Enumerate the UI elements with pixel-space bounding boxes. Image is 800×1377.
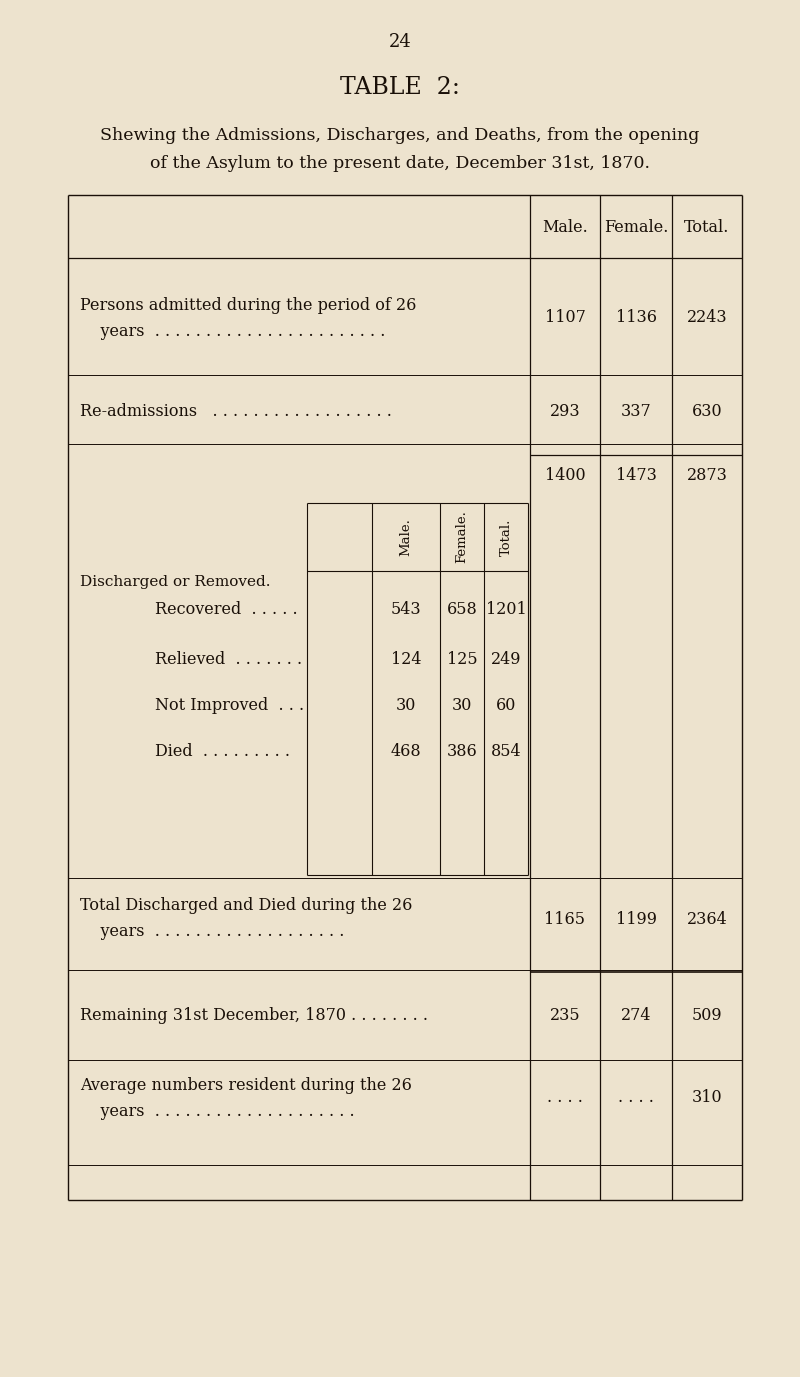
Text: Relieved  . . . . . . .: Relieved . . . . . . .: [155, 650, 302, 668]
Text: Total Discharged and Died during the 26: Total Discharged and Died during the 26: [80, 898, 412, 914]
Text: 2873: 2873: [686, 468, 727, 485]
Text: 60: 60: [496, 697, 516, 713]
Text: 249: 249: [490, 650, 522, 668]
Text: Female.: Female.: [455, 511, 469, 563]
Text: Remaining 31st December, 1870 . . . . . . . .: Remaining 31st December, 1870 . . . . . …: [80, 1008, 428, 1024]
Text: 1136: 1136: [615, 310, 657, 326]
Text: . . . .: . . . .: [547, 1089, 583, 1107]
Text: 658: 658: [446, 602, 478, 618]
Text: Persons admitted during the period of 26: Persons admitted during the period of 26: [80, 296, 416, 314]
Text: Discharged or Removed.: Discharged or Removed.: [80, 576, 270, 589]
Text: Shewing the Admissions, Discharges, and Deaths, from the opening: Shewing the Admissions, Discharges, and …: [100, 127, 700, 143]
Text: 509: 509: [692, 1008, 722, 1024]
Text: 543: 543: [390, 602, 422, 618]
Text: 630: 630: [692, 403, 722, 420]
Text: 1107: 1107: [545, 310, 586, 326]
Text: Total.: Total.: [499, 518, 513, 556]
Text: Average numbers resident during the 26: Average numbers resident during the 26: [80, 1077, 412, 1093]
Text: Male.: Male.: [542, 219, 588, 237]
Text: Not Improved  . . .: Not Improved . . .: [155, 697, 310, 713]
Text: . . . .: . . . .: [618, 1089, 654, 1107]
Text: 2243: 2243: [686, 310, 727, 326]
Text: 124: 124: [390, 650, 422, 668]
Text: years  . . . . . . . . . . . . . . . . . . . .: years . . . . . . . . . . . . . . . . . …: [80, 1103, 354, 1121]
Text: 468: 468: [390, 744, 422, 760]
Text: 854: 854: [490, 744, 522, 760]
Text: 1400: 1400: [545, 468, 586, 485]
Text: 293: 293: [550, 403, 580, 420]
Text: years  . . . . . . . . . . . . . . . . . . . . . . .: years . . . . . . . . . . . . . . . . . …: [80, 324, 386, 340]
Text: 1473: 1473: [615, 468, 657, 485]
Text: 30: 30: [396, 697, 416, 713]
Text: 2364: 2364: [686, 910, 727, 928]
Text: 1199: 1199: [615, 910, 657, 928]
Text: 1165: 1165: [545, 910, 586, 928]
Text: 24: 24: [389, 33, 411, 51]
Text: Recovered  . . . . .: Recovered . . . . .: [155, 602, 302, 618]
Text: 337: 337: [621, 403, 651, 420]
Text: 1201: 1201: [486, 602, 526, 618]
Text: Re-admissions   . . . . . . . . . . . . . . . . . .: Re-admissions . . . . . . . . . . . . . …: [80, 403, 392, 420]
Text: 274: 274: [621, 1008, 651, 1024]
Text: 386: 386: [446, 744, 478, 760]
Text: years  . . . . . . . . . . . . . . . . . . .: years . . . . . . . . . . . . . . . . . …: [80, 924, 344, 940]
Text: Died  . . . . . . . . .: Died . . . . . . . . .: [155, 744, 290, 760]
Text: Total.: Total.: [684, 219, 730, 237]
Text: Female.: Female.: [604, 219, 668, 237]
Text: 30: 30: [452, 697, 472, 713]
Text: 310: 310: [692, 1089, 722, 1107]
Text: of the Asylum to the present date, December 31st, 1870.: of the Asylum to the present date, Decem…: [150, 154, 650, 172]
Text: 235: 235: [550, 1008, 580, 1024]
Text: TABLE  2:: TABLE 2:: [340, 77, 460, 99]
Text: 125: 125: [446, 650, 478, 668]
Text: Male.: Male.: [399, 518, 413, 556]
